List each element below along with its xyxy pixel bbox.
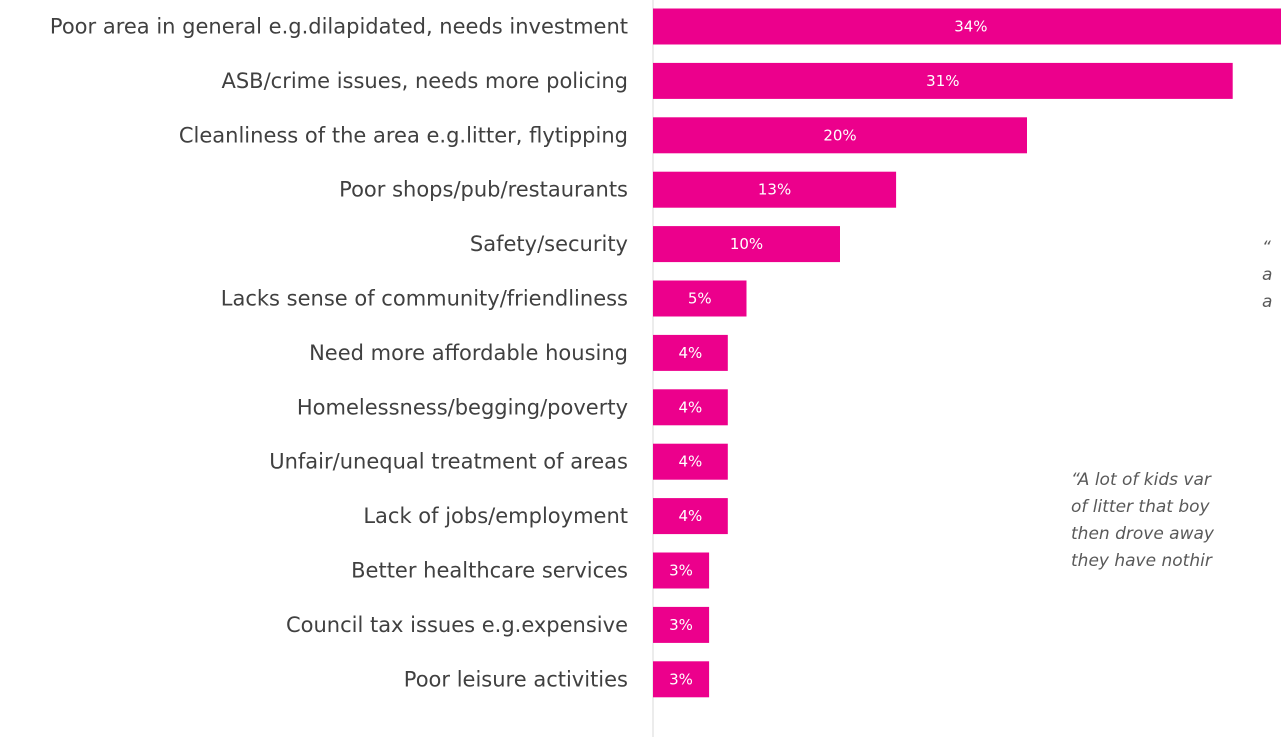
bar	[653, 62, 1233, 99]
bars	[653, 8, 1281, 698]
value-label: 4%	[679, 507, 703, 525]
value-label: 4%	[679, 453, 703, 471]
bar	[653, 498, 728, 535]
value-label: 34%	[954, 18, 987, 36]
quote-2-line: they have nothir	[1071, 551, 1212, 571]
value-label: 20%	[823, 126, 856, 144]
respondent-quote-2: “A lot of kids var of litter that boy th…	[1071, 467, 1214, 575]
value-label: 4%	[679, 398, 703, 416]
category-label: Lacks sense of community/friendliness	[221, 287, 628, 311]
value-label: 4%	[679, 344, 703, 362]
value-label: 31%	[926, 72, 959, 90]
quote-1-line: a	[1262, 292, 1273, 312]
category-label: Need more affordable housing	[309, 341, 628, 365]
respondent-quote-1: “ a a	[1262, 235, 1272, 316]
bar	[653, 389, 728, 426]
value-label: 3%	[669, 670, 693, 688]
bar	[653, 226, 840, 263]
category-label: Poor leisure activities	[404, 667, 628, 691]
category-label: Unfair/unequal treatment of areas	[269, 450, 628, 474]
quote-2-line: of litter that boy	[1071, 497, 1210, 517]
bar	[653, 171, 897, 208]
value-label: 10%	[730, 235, 763, 253]
category-label: Poor area in general e.g.dilapidated, ne…	[50, 15, 628, 39]
bar	[653, 8, 1281, 45]
category-label: Poor shops/pub/restaurants	[339, 178, 628, 202]
value-label: 3%	[669, 562, 693, 580]
category-label: ASB/crime issues, needs more policing	[221, 69, 628, 93]
category-label: Council tax issues e.g.expensive	[286, 613, 628, 637]
value-labels: 34% 31% 20% 13% 10% 5% 4% 4% 4% 4% 3% 3% 3%	[669, 18, 987, 689]
quote-2-line: “A lot of kids var	[1071, 470, 1211, 490]
value-label: 3%	[669, 616, 693, 634]
bar	[653, 117, 1027, 154]
bar	[653, 552, 710, 589]
category-label: Better healthcare services	[351, 559, 628, 583]
category-label: Safety/security	[470, 232, 628, 256]
bar	[653, 443, 728, 480]
value-label: 5%	[688, 290, 712, 308]
quote-2-line: then drove away	[1071, 524, 1214, 544]
value-label: 13%	[758, 181, 791, 199]
category-label: Homelessness/begging/poverty	[297, 395, 628, 419]
bar	[653, 334, 728, 371]
bar	[653, 280, 747, 317]
quote-1-line: “	[1262, 238, 1271, 258]
category-label: Cleanliness of the area e.g.litter, flyt…	[179, 123, 628, 147]
category-labels: Poor area in general e.g.dilapidated, ne…	[50, 15, 628, 692]
quote-1-line: a	[1262, 265, 1273, 285]
category-label: Lack of jobs/employment	[363, 504, 628, 528]
bar	[653, 606, 710, 643]
bar	[653, 661, 710, 698]
